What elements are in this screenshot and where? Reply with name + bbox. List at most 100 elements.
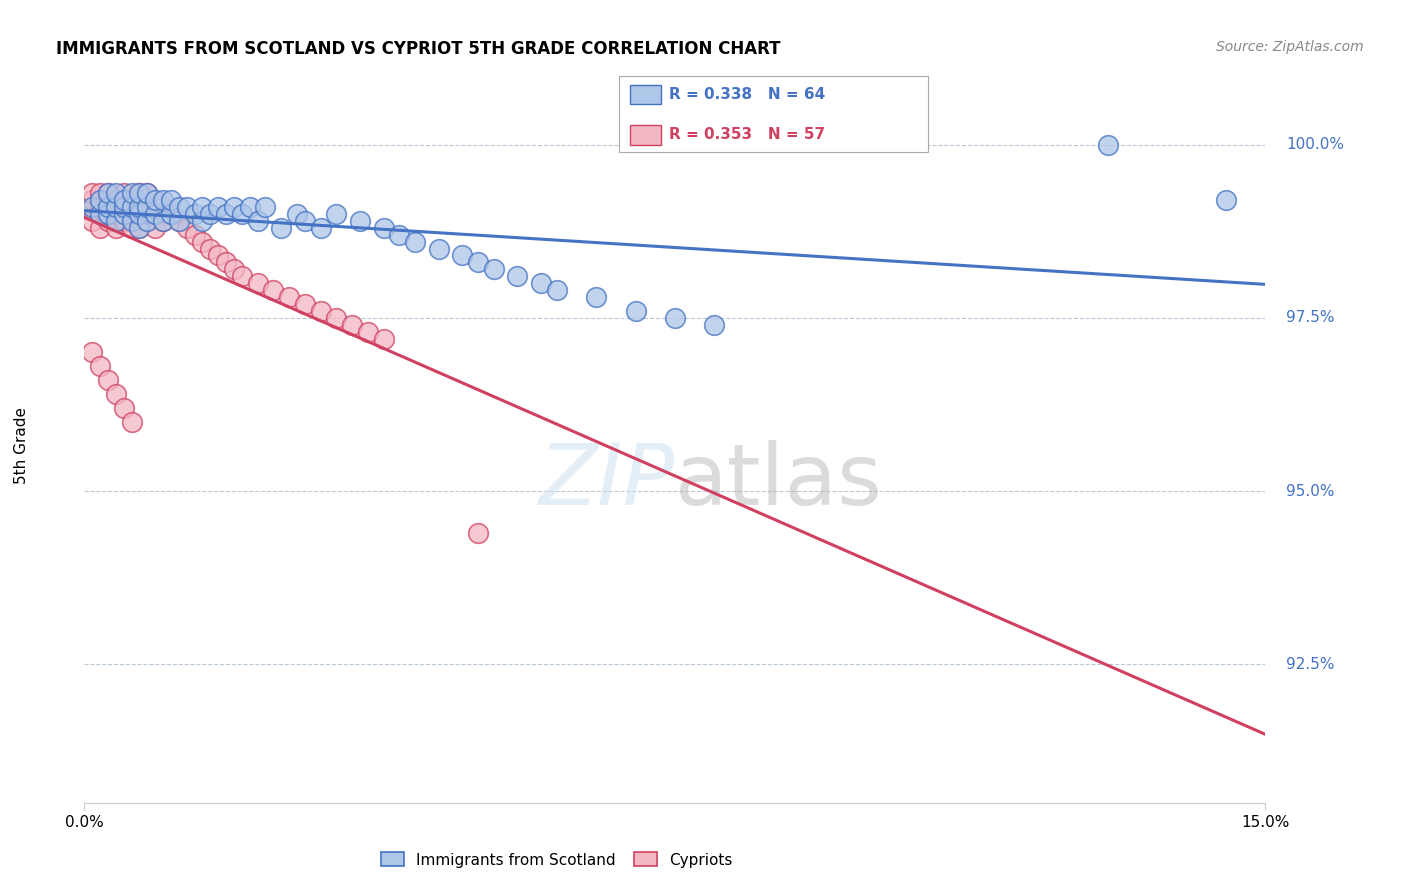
Point: [373, 220, 395, 235]
Point: [112, 193, 135, 207]
Point: [152, 200, 174, 214]
Point: [585, 290, 607, 304]
Text: R = 0.338   N = 64: R = 0.338 N = 64: [669, 87, 825, 102]
Point: [121, 220, 143, 235]
Point: [121, 200, 143, 214]
Point: [222, 262, 245, 277]
Point: [89, 186, 111, 201]
Point: [200, 207, 222, 221]
Point: [325, 310, 347, 325]
Point: [97, 186, 120, 201]
Point: [183, 227, 205, 242]
Text: ZIP: ZIP: [538, 440, 675, 524]
Point: [121, 415, 143, 429]
Point: [82, 186, 104, 201]
Point: [121, 186, 143, 201]
Point: [89, 220, 111, 235]
Point: [482, 262, 505, 277]
Legend: Immigrants from Scotland, Cypriots: Immigrants from Scotland, Cypriots: [375, 847, 738, 873]
Point: [160, 193, 183, 207]
Point: [176, 220, 198, 235]
Point: [121, 214, 143, 228]
Point: [427, 242, 450, 256]
Point: [104, 200, 127, 214]
Point: [128, 220, 150, 235]
Point: [506, 269, 529, 284]
Point: [239, 200, 262, 214]
Point: [191, 214, 214, 228]
Text: 95.0%: 95.0%: [1286, 483, 1334, 499]
Point: [89, 193, 111, 207]
Point: [104, 186, 127, 201]
Point: [294, 297, 316, 311]
Point: [97, 200, 120, 214]
Point: [128, 220, 150, 235]
Point: [530, 276, 553, 290]
Point: [546, 283, 568, 297]
Point: [176, 200, 198, 214]
Point: [246, 276, 269, 290]
Point: [309, 220, 332, 235]
Point: [191, 235, 214, 249]
Point: [207, 200, 229, 214]
Point: [215, 255, 238, 269]
Point: [89, 207, 111, 221]
Text: Source: ZipAtlas.com: Source: ZipAtlas.com: [1216, 40, 1364, 54]
Point: [136, 214, 159, 228]
Point: [112, 214, 135, 228]
Point: [340, 318, 363, 332]
Point: [200, 242, 222, 256]
Point: [143, 193, 166, 207]
Point: [152, 214, 174, 228]
Point: [112, 401, 135, 415]
Point: [246, 214, 269, 228]
Point: [136, 200, 159, 214]
Point: [167, 214, 190, 228]
Point: [1097, 137, 1119, 152]
Point: [143, 207, 166, 221]
Point: [97, 193, 120, 207]
Point: [104, 387, 127, 401]
Point: [136, 186, 159, 201]
Point: [143, 207, 166, 221]
Point: [136, 186, 159, 201]
Point: [143, 220, 166, 235]
Point: [82, 345, 104, 359]
Point: [270, 220, 292, 235]
Point: [167, 214, 190, 228]
Point: [82, 214, 104, 228]
Point: [112, 207, 135, 221]
Point: [82, 200, 104, 214]
Point: [207, 248, 229, 262]
Point: [309, 304, 332, 318]
Point: [294, 214, 316, 228]
Point: [121, 193, 143, 207]
Point: [112, 200, 135, 214]
Point: [160, 207, 183, 221]
Point: [262, 283, 284, 297]
Point: [128, 186, 150, 201]
Point: [112, 186, 135, 201]
Point: [121, 207, 143, 221]
Point: [191, 200, 214, 214]
Point: [703, 318, 725, 332]
Text: atlas: atlas: [675, 440, 883, 524]
Point: [451, 248, 474, 262]
Point: [104, 207, 127, 221]
Point: [89, 207, 111, 221]
Point: [128, 207, 150, 221]
Point: [128, 207, 150, 221]
Text: IMMIGRANTS FROM SCOTLAND VS CYPRIOT 5TH GRADE CORRELATION CHART: IMMIGRANTS FROM SCOTLAND VS CYPRIOT 5TH …: [56, 40, 780, 58]
Point: [404, 235, 426, 249]
Text: 5th Grade: 5th Grade: [14, 408, 28, 484]
Text: 92.5%: 92.5%: [1286, 657, 1334, 672]
Point: [215, 207, 238, 221]
Point: [97, 207, 120, 221]
Point: [82, 200, 104, 214]
Point: [97, 373, 120, 387]
Point: [112, 200, 135, 214]
Point: [89, 359, 111, 374]
Point: [104, 214, 127, 228]
Point: [183, 207, 205, 221]
Point: [104, 193, 127, 207]
